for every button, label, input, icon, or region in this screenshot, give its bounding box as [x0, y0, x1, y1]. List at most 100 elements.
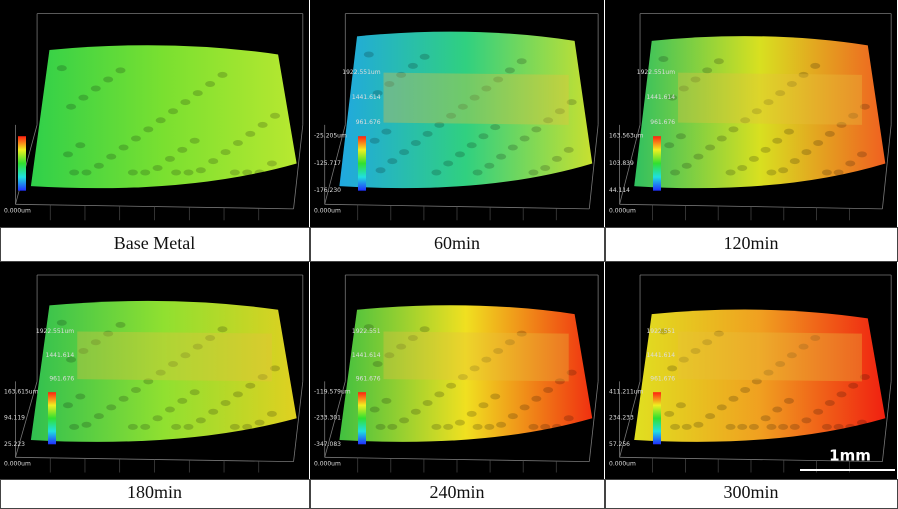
surface-texture	[63, 151, 73, 157]
colorbar	[653, 392, 661, 444]
surface-texture	[801, 417, 811, 423]
axis-label: 961.676	[650, 119, 675, 126]
axis-label: 1922.551	[352, 328, 381, 335]
surface-texture	[834, 170, 844, 176]
surface-texture	[455, 420, 465, 426]
surface-texture	[664, 411, 674, 417]
reference-plane	[678, 331, 862, 381]
reference-plane	[77, 331, 272, 381]
surface-texture	[749, 156, 759, 162]
surface-texture	[790, 158, 800, 164]
surface	[31, 45, 297, 188]
surface-texture	[813, 140, 823, 146]
colorbar	[48, 392, 56, 444]
surface-texture	[667, 365, 677, 371]
surface-texture	[57, 65, 67, 71]
surface-texture	[75, 142, 85, 148]
surface-texture	[682, 163, 692, 169]
surface-texture	[490, 394, 500, 400]
surface-texture	[740, 387, 750, 393]
reference-plane	[678, 73, 862, 125]
axis-label: 1441.614	[646, 94, 675, 101]
colorbar	[18, 136, 26, 190]
axis-label: 961.676	[49, 376, 74, 383]
colorbar-label: -25.205um	[314, 133, 347, 140]
surface-texture	[564, 415, 574, 421]
surface-texture	[78, 95, 88, 101]
surface-texture	[726, 424, 736, 430]
surface-texture	[82, 170, 92, 176]
surface-texture	[473, 424, 483, 430]
surface-texture	[153, 165, 163, 171]
surface-texture	[116, 67, 126, 73]
surface-texture	[508, 145, 518, 151]
surface-texture	[423, 400, 433, 406]
surface-texture	[664, 142, 674, 148]
surface-texture	[156, 117, 166, 123]
surface-texture	[801, 149, 811, 155]
surface-texture	[131, 387, 141, 393]
colorbar-label: 25.223	[4, 441, 25, 448]
surface-texture	[423, 131, 433, 137]
surface-texture	[140, 170, 150, 176]
colorbar-label: 234.233	[609, 415, 634, 422]
colorbar-label: 0.000um	[4, 208, 31, 215]
surface-texture	[233, 140, 243, 146]
axis-label: 1441.614	[646, 352, 675, 359]
axis-label: 1441.614	[352, 352, 381, 359]
colorbar-label: 57.256	[609, 441, 630, 448]
surface-texture	[267, 411, 277, 417]
surface-texture	[258, 122, 268, 128]
surface-texture	[69, 424, 79, 430]
surface-texture	[693, 154, 703, 160]
surface-texture	[255, 170, 265, 176]
surface-texture	[177, 398, 187, 404]
surface-texture	[94, 163, 104, 169]
axis-label: 1441.614	[46, 352, 75, 359]
surface-texture	[431, 170, 441, 176]
surface-texture	[528, 424, 538, 430]
surface-texture	[116, 322, 126, 328]
colorbar-label: -347.083	[314, 441, 341, 448]
axis-label: 1922.551	[646, 328, 675, 335]
colorbar-label: 163.563um	[609, 133, 644, 140]
surface-texture	[778, 167, 788, 173]
colorbar-label: -233.301	[314, 415, 341, 422]
surface-texture	[531, 126, 541, 132]
colorbar-label: 0.000um	[314, 460, 341, 467]
surface-texture	[528, 170, 538, 176]
colorbar-label: 44.114	[609, 187, 630, 194]
surface-texture	[496, 422, 506, 428]
surface-texture	[473, 170, 483, 176]
surface-texture	[233, 391, 243, 397]
surface-texture	[230, 424, 240, 430]
surface-texture	[682, 424, 692, 430]
surface-texture	[726, 170, 736, 176]
caption: Base Metal	[114, 233, 195, 253]
surface-texture	[399, 149, 409, 155]
surface-texture	[193, 90, 203, 96]
surface-texture	[455, 151, 465, 157]
surface-texture	[508, 413, 518, 419]
surface-texture	[484, 424, 494, 430]
surface-texture	[230, 170, 240, 176]
surface-texture	[217, 326, 227, 332]
surface-texture	[168, 108, 178, 114]
surface-texture	[478, 133, 488, 139]
surface-texture	[255, 420, 265, 426]
surface-texture	[411, 409, 421, 415]
axis-label: 1922.551um	[36, 328, 74, 335]
surface-texture	[822, 424, 832, 430]
surface-texture	[364, 51, 374, 57]
surface-texture	[128, 424, 138, 430]
surface-texture	[221, 400, 231, 406]
surface-texture	[267, 160, 277, 166]
surface-texture	[749, 424, 759, 430]
surface-texture	[761, 147, 771, 153]
reference-plane	[384, 73, 569, 125]
caption: 240min	[429, 482, 484, 502]
surface-texture	[552, 156, 562, 162]
surface-texture	[119, 145, 129, 151]
surface-texture	[165, 156, 175, 162]
surface-texture	[496, 154, 506, 160]
